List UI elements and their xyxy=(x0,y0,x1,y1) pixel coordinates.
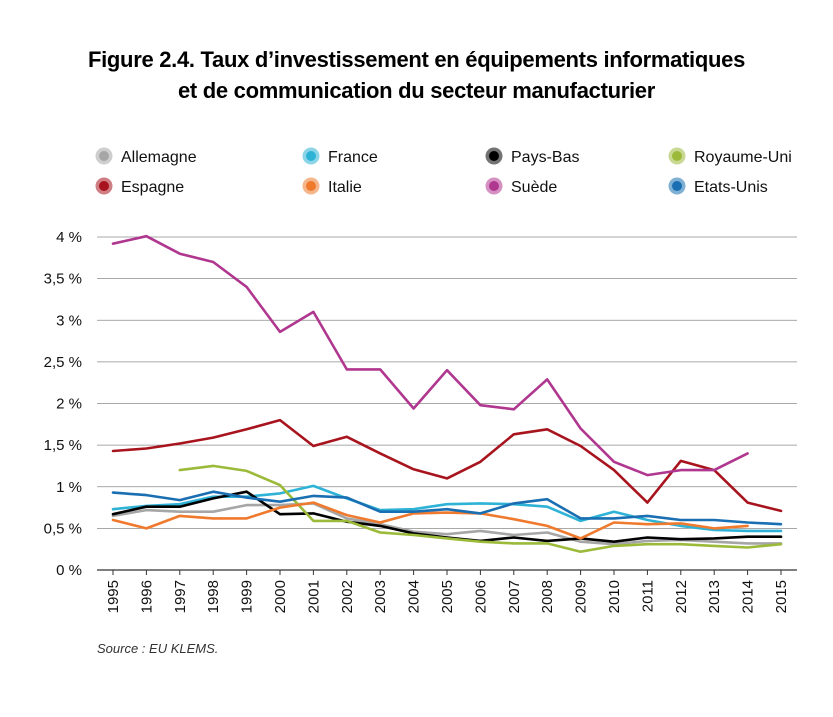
legend-swatch-core xyxy=(99,181,109,191)
series-line-allemagne xyxy=(111,502,783,546)
legend-label: Pays-Bas xyxy=(511,149,579,166)
legend-label: France xyxy=(328,149,378,166)
y-axis-ticks: 0 % 0,5 % 1 % 1,5 % 2 % 2,5 % 3 % 3,5 % 4 % xyxy=(44,229,82,579)
legend-label: Italie xyxy=(328,179,362,196)
x-tick-label: 2006 xyxy=(472,580,489,613)
x-tick-label: 2000 xyxy=(272,580,289,613)
y-tick-label: 3,5 % xyxy=(44,271,82,288)
x-axis-ticks: 1995 1996 1997 1998 1999 2000 2001 2002 2003 2004… xyxy=(105,570,790,613)
y-tick-label: 0 % xyxy=(56,562,82,579)
x-tick-label: 1999 xyxy=(239,580,256,613)
x-tick-label: 2012 xyxy=(673,580,690,613)
series-line-espagne xyxy=(111,418,783,513)
legend-swatch-core xyxy=(306,151,316,161)
y-tick-label: 2 % xyxy=(56,396,82,413)
series-line-etats-unis xyxy=(111,490,783,526)
legend-label: Etats-Unis xyxy=(694,179,768,196)
legend-label: Royaume-Uni xyxy=(694,149,792,166)
x-tick-label: 1995 xyxy=(105,580,122,613)
x-tick-label: 2004 xyxy=(406,580,423,613)
chart-title-line-1: Figure 2.4. Taux d’investissement en équ… xyxy=(87,47,746,72)
series-line-italie xyxy=(111,501,749,540)
x-tick-label: 2013 xyxy=(706,580,723,613)
legend-swatch-core xyxy=(489,151,499,161)
chart-title: Figure 2.4. Taux d’investissement en équ… xyxy=(0,44,833,106)
legend-item: France xyxy=(302,147,378,166)
x-tick-label: 2015 xyxy=(773,580,790,613)
x-tick-label: 2009 xyxy=(573,580,590,613)
legend: Allemagne France Pays-Bas Royaume-Uni Espagn… xyxy=(95,147,792,196)
x-tick-label: 1997 xyxy=(172,580,189,613)
legend-item: Etats-Unis xyxy=(668,177,768,196)
x-tick-label: 2014 xyxy=(740,580,757,613)
legend-swatch-core xyxy=(672,181,682,191)
legend-item: Espagne xyxy=(95,177,184,196)
legend-label: Suède xyxy=(511,179,557,196)
chart-title-line-2: et de communication du secteur manufactu… xyxy=(177,78,656,103)
legend-item: Royaume-Uni xyxy=(668,147,792,166)
x-tick-label: 2008 xyxy=(539,580,556,613)
x-tick-label: 2010 xyxy=(606,580,623,613)
legend-item: Allemagne xyxy=(95,147,197,166)
legend-label: Espagne xyxy=(121,179,184,196)
x-tick-label: 2002 xyxy=(339,580,356,613)
legend-swatch-core xyxy=(672,151,682,161)
legend-swatch-core xyxy=(99,151,109,161)
x-tick-label: 2001 xyxy=(305,580,322,613)
series-lines xyxy=(111,234,783,553)
legend-label: Allemagne xyxy=(121,149,197,166)
x-tick-label: 1998 xyxy=(205,580,222,613)
y-tick-label: 1 % xyxy=(56,479,82,496)
y-tick-label: 0,5 % xyxy=(44,520,82,537)
x-tick-label: 2007 xyxy=(506,580,523,613)
x-tick-label: 2003 xyxy=(372,580,389,613)
x-tick-label: 2011 xyxy=(639,580,656,612)
legend-item: Pays-Bas xyxy=(485,147,579,166)
legend-swatch-core xyxy=(489,181,499,191)
series-line-royaume-uni xyxy=(178,464,783,553)
source-note: Source : EU KLEMS. xyxy=(97,641,219,656)
y-tick-label: 2,5 % xyxy=(44,354,82,371)
legend-swatch-core xyxy=(306,181,316,191)
series-line-su-de xyxy=(111,234,749,477)
x-tick-label: 1996 xyxy=(138,580,155,613)
y-tick-label: 1,5 % xyxy=(44,437,82,454)
y-tick-label: 4 % xyxy=(56,229,82,246)
legend-item: Italie xyxy=(302,177,362,196)
x-tick-label: 2005 xyxy=(439,580,456,613)
y-tick-label: 3 % xyxy=(56,312,82,329)
legend-item: Suède xyxy=(485,177,557,196)
